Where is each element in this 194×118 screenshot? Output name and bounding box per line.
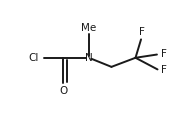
Text: N: N [85, 53, 93, 63]
Text: F: F [139, 27, 145, 37]
Text: F: F [161, 49, 167, 59]
Text: Me: Me [81, 23, 97, 33]
Text: O: O [59, 86, 68, 96]
Text: Cl: Cl [28, 53, 39, 63]
Text: F: F [161, 65, 167, 76]
